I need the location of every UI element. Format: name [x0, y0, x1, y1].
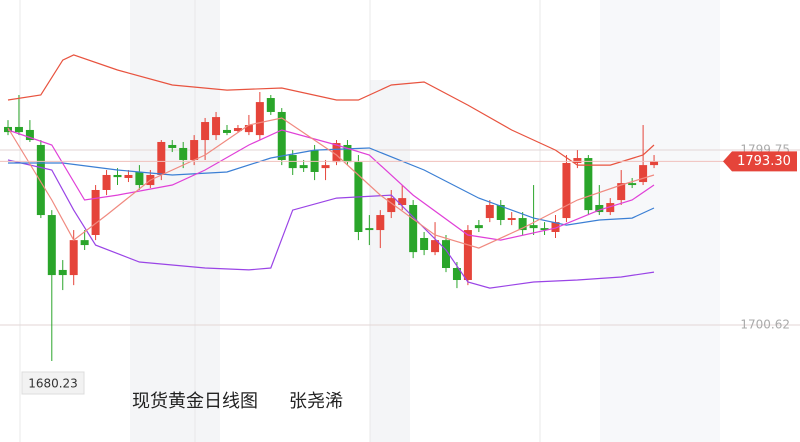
indicator-line	[7, 54, 655, 166]
candle-body	[58, 269, 67, 276]
author: 张尧浠	[289, 391, 343, 412]
indicator-line	[7, 117, 655, 249]
watermark-building	[600, 0, 720, 442]
candle-body	[14, 126, 23, 133]
candle-body	[595, 204, 604, 213]
candle-body	[321, 165, 330, 169]
candle-body	[190, 140, 199, 160]
candle-body	[606, 203, 615, 213]
candles	[4, 92, 659, 361]
candle-body	[91, 189, 100, 235]
candle-body	[332, 143, 341, 163]
candle-body	[69, 240, 78, 276]
candle-body	[25, 129, 34, 141]
vertical-grid	[19, 0, 541, 442]
candle-body	[474, 225, 483, 229]
candle-body	[168, 144, 177, 148]
candle-body	[376, 215, 385, 231]
candle-body	[179, 147, 188, 160]
candle-body	[277, 111, 286, 160]
candle-body	[365, 228, 374, 231]
candle-body	[496, 204, 505, 220]
candle-body	[463, 230, 472, 281]
candle-body	[529, 225, 538, 229]
candle-body	[628, 183, 637, 186]
y-tick-label: 1700.62	[740, 317, 790, 331]
candle-body	[617, 183, 626, 201]
candle-body	[244, 125, 253, 133]
candle-body	[387, 198, 396, 213]
candle-body	[398, 198, 407, 205]
candle-body	[36, 144, 45, 216]
candle-body	[650, 161, 659, 166]
candle-body	[639, 165, 648, 183]
candle-body	[223, 129, 231, 133]
candle-body	[343, 144, 352, 163]
candle-body	[299, 165, 308, 169]
candle-body	[266, 98, 275, 112]
candle-body	[584, 158, 593, 211]
candle-body	[485, 204, 494, 219]
candle-body	[518, 218, 527, 231]
low-label-box	[21, 371, 85, 395]
indicator-line	[7, 129, 655, 241]
indicator-line	[8, 147, 655, 226]
candle-body	[409, 204, 418, 253]
candle-body	[201, 122, 210, 141]
last-price-tag	[723, 151, 797, 172]
candle-body	[420, 237, 429, 251]
candle-body	[102, 174, 111, 190]
candle-body	[551, 222, 560, 232]
candle-body	[431, 240, 440, 253]
candle-body	[157, 141, 166, 175]
candle-body	[113, 174, 122, 178]
candle-body	[47, 215, 56, 276]
candle-body	[212, 117, 221, 136]
candle-body	[540, 228, 549, 231]
candle-body	[255, 102, 264, 136]
low-label: 1680.23	[28, 377, 78, 391]
chart-title: 现货黄金日线图	[132, 391, 258, 412]
watermark-building	[130, 0, 220, 442]
candle-body	[124, 174, 133, 178]
candle-body	[233, 128, 242, 132]
last-price-label: 1793.30	[737, 154, 791, 169]
candle-body	[442, 240, 450, 269]
indicator-line	[7, 159, 655, 289]
watermark-building	[370, 80, 410, 442]
candle-body	[135, 171, 144, 186]
candle-body	[507, 218, 516, 220]
background-watermark	[130, 0, 720, 442]
candle-body	[4, 126, 12, 133]
candle-body	[573, 158, 582, 163]
candle-body	[562, 162, 571, 219]
candle-body	[452, 268, 461, 281]
candle-body	[80, 240, 89, 246]
